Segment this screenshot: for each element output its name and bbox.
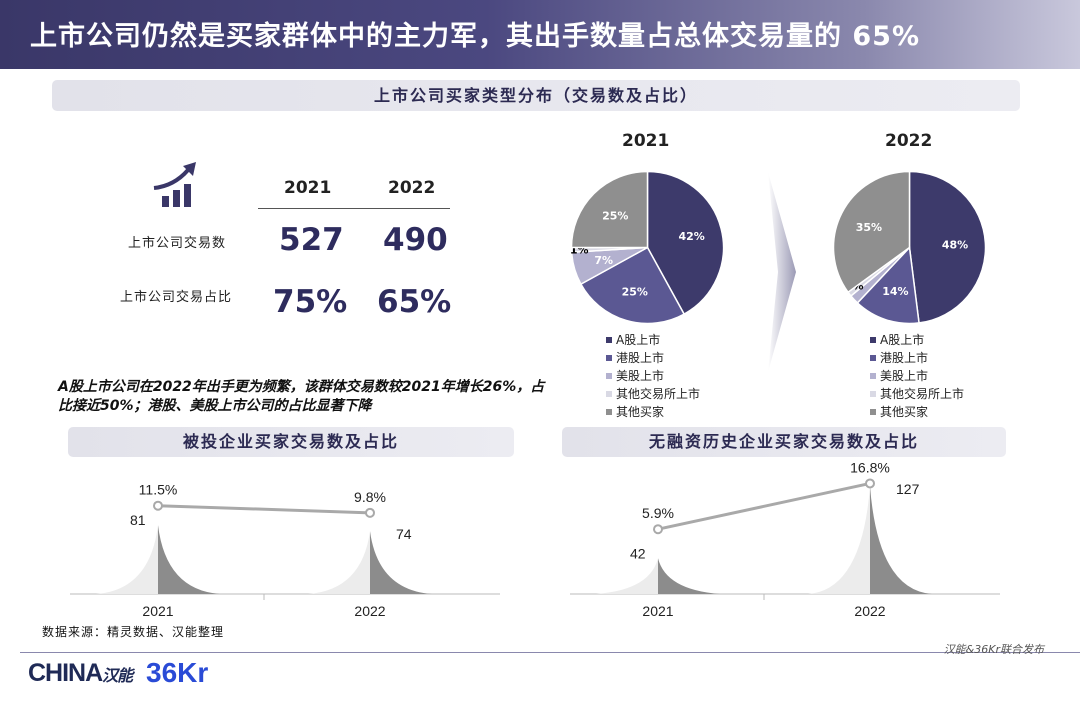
pie-slice-label: 42%: [678, 230, 704, 243]
share-line: [157, 504, 371, 515]
pie-slice: [908, 170, 987, 324]
legend-label: 港股上市: [616, 351, 665, 365]
legend-item: A股上市: [606, 331, 700, 349]
legend-item: 其他交易所上市: [606, 385, 700, 403]
pie-slice: [570, 170, 649, 249]
legend-label: 美股上市: [880, 369, 929, 383]
pie-slice-label: 14%: [882, 285, 908, 298]
pie-slice-label: 7%: [594, 254, 613, 267]
section-title-bar: 上市公司买家类型分布（交易数及占比）: [52, 80, 1020, 111]
stats-year-2022: 2022: [388, 178, 436, 198]
bar-line-chart-unfunded: 42 2021 127 2022 5.9% 16.8%: [570, 459, 1000, 619]
bar-value-label: 127: [896, 481, 920, 497]
share-line: [657, 481, 871, 531]
legend-swatch: [606, 409, 612, 415]
bar-peak-left: [808, 486, 870, 594]
36kr-logo: 36Kr: [146, 657, 209, 688]
stats-year-2021: 2021: [284, 178, 332, 198]
pie-slice: [832, 170, 911, 294]
pie-slice-label: 25%: [602, 209, 628, 222]
legend-label: A股上市: [616, 333, 661, 347]
growth-chart-icon: [153, 162, 196, 207]
pie-chart-2021: 42%25%7%1%25%: [570, 170, 725, 325]
legend-label: 美股上市: [616, 369, 665, 383]
stats-row-label-count: 上市公司交易数: [128, 236, 227, 251]
bar-peak-right: [158, 525, 220, 594]
chart-title-invested: 被投企业买家交易数及占比: [68, 427, 514, 457]
bar-peak-left: [596, 558, 658, 594]
legend-swatch: [870, 409, 876, 415]
x-tick-label: 2022: [354, 603, 385, 619]
legend-swatch: [870, 355, 876, 361]
pie-chart-2022: 48%14%1%35%: [832, 170, 987, 325]
pie-slice-label: 35%: [856, 221, 882, 234]
share-label: 16.8%: [850, 459, 890, 475]
pie-slice: [646, 170, 725, 316]
legend-item: 其他买家: [870, 403, 964, 421]
legend-item: 港股上市: [606, 349, 700, 367]
share-label: 5.9%: [642, 505, 674, 521]
stats-value-share-2021: 75%: [273, 284, 348, 320]
pie-slice-label: 25%: [622, 285, 648, 298]
share-label: 11.5%: [139, 482, 178, 498]
stats-value-share-2022: 65%: [377, 284, 452, 320]
bar-value-label: 42: [630, 545, 646, 561]
stats-value-count-2021: 527: [279, 222, 344, 258]
chart-title-unfunded: 无融资历史企业买家交易数及占比: [562, 427, 1006, 457]
legend-swatch: [606, 355, 612, 361]
transition-arrow: [768, 172, 796, 372]
x-tick-label: 2021: [642, 603, 673, 619]
pie-slice-label: 48%: [942, 239, 968, 252]
bar-line-chart-invested: 81 2021 74 2022 11.5% 9.8%: [70, 482, 500, 619]
legend-swatch: [870, 337, 876, 343]
pie-slice: [856, 245, 920, 325]
share-point: [653, 524, 663, 535]
legend-item: 港股上市: [870, 349, 964, 367]
publisher-note: 汉能&36Kr联合发布: [943, 643, 1044, 656]
legend-label: 其他买家: [616, 405, 665, 419]
pie-legend-2021: A股上市港股上市美股上市其他交易所上市 其他买家: [606, 331, 700, 421]
legend-label: 其他交易所上市: [880, 387, 965, 401]
share-point: [865, 478, 875, 489]
data-source: 数据来源：精灵数据、汉能整理: [42, 625, 225, 639]
legend-swatch: [870, 373, 876, 379]
footer-divider: [20, 652, 1080, 653]
legend-item: 其他买家: [606, 403, 700, 421]
bar-peak-left: [308, 531, 370, 594]
legend-swatch: [606, 337, 612, 343]
stats-divider: [258, 208, 450, 209]
legend-label: 港股上市: [880, 351, 929, 365]
legend-swatch: [606, 373, 612, 379]
china-logo: CHINA汉能: [28, 659, 133, 687]
bar-peak-left: [96, 525, 158, 594]
legend-label: 其他交易所上市: [616, 387, 701, 401]
legend-item: 美股上市: [606, 367, 700, 385]
bar-value-label: 81: [130, 512, 146, 528]
page-title: 上市公司仍然是买家群体中的主力军，其出手数量占总体交易量的 65%: [30, 21, 921, 52]
legend-swatch: [606, 391, 612, 397]
legend-item: 美股上市: [870, 367, 964, 385]
pie-slice: [579, 246, 686, 325]
stats-value-count-2022: 490: [383, 222, 448, 258]
bar-value-label: 74: [396, 526, 412, 542]
bar-peak-right: [658, 558, 720, 594]
pie-legend-2022: A股上市港股上市美股上市其他交易所上市 其他买家: [870, 331, 964, 421]
legend-label: 其他买家: [880, 405, 929, 419]
x-tick-label: 2021: [142, 603, 173, 619]
legend-swatch: [870, 391, 876, 397]
bar-peak-right: [370, 531, 432, 594]
legend-item: 其他交易所上市: [870, 385, 964, 403]
share-point: [365, 507, 375, 518]
bar-peak-right: [870, 486, 932, 594]
header-banner: [0, 0, 1080, 69]
share-label: 9.8%: [354, 489, 386, 505]
insight-note: A股上市公司在2022年出手更为频繁，该群体交易数较2021年增长26%，占比接…: [58, 379, 545, 414]
stats-row-label-share: 上市公司交易占比: [120, 290, 233, 305]
x-tick-label: 2022: [854, 603, 885, 619]
share-point: [153, 500, 163, 511]
legend-label: A股上市: [880, 333, 925, 347]
pie-title-2022: 2022: [885, 131, 933, 151]
legend-item: A股上市: [870, 331, 964, 349]
pie-title-2021: 2021: [622, 131, 670, 151]
